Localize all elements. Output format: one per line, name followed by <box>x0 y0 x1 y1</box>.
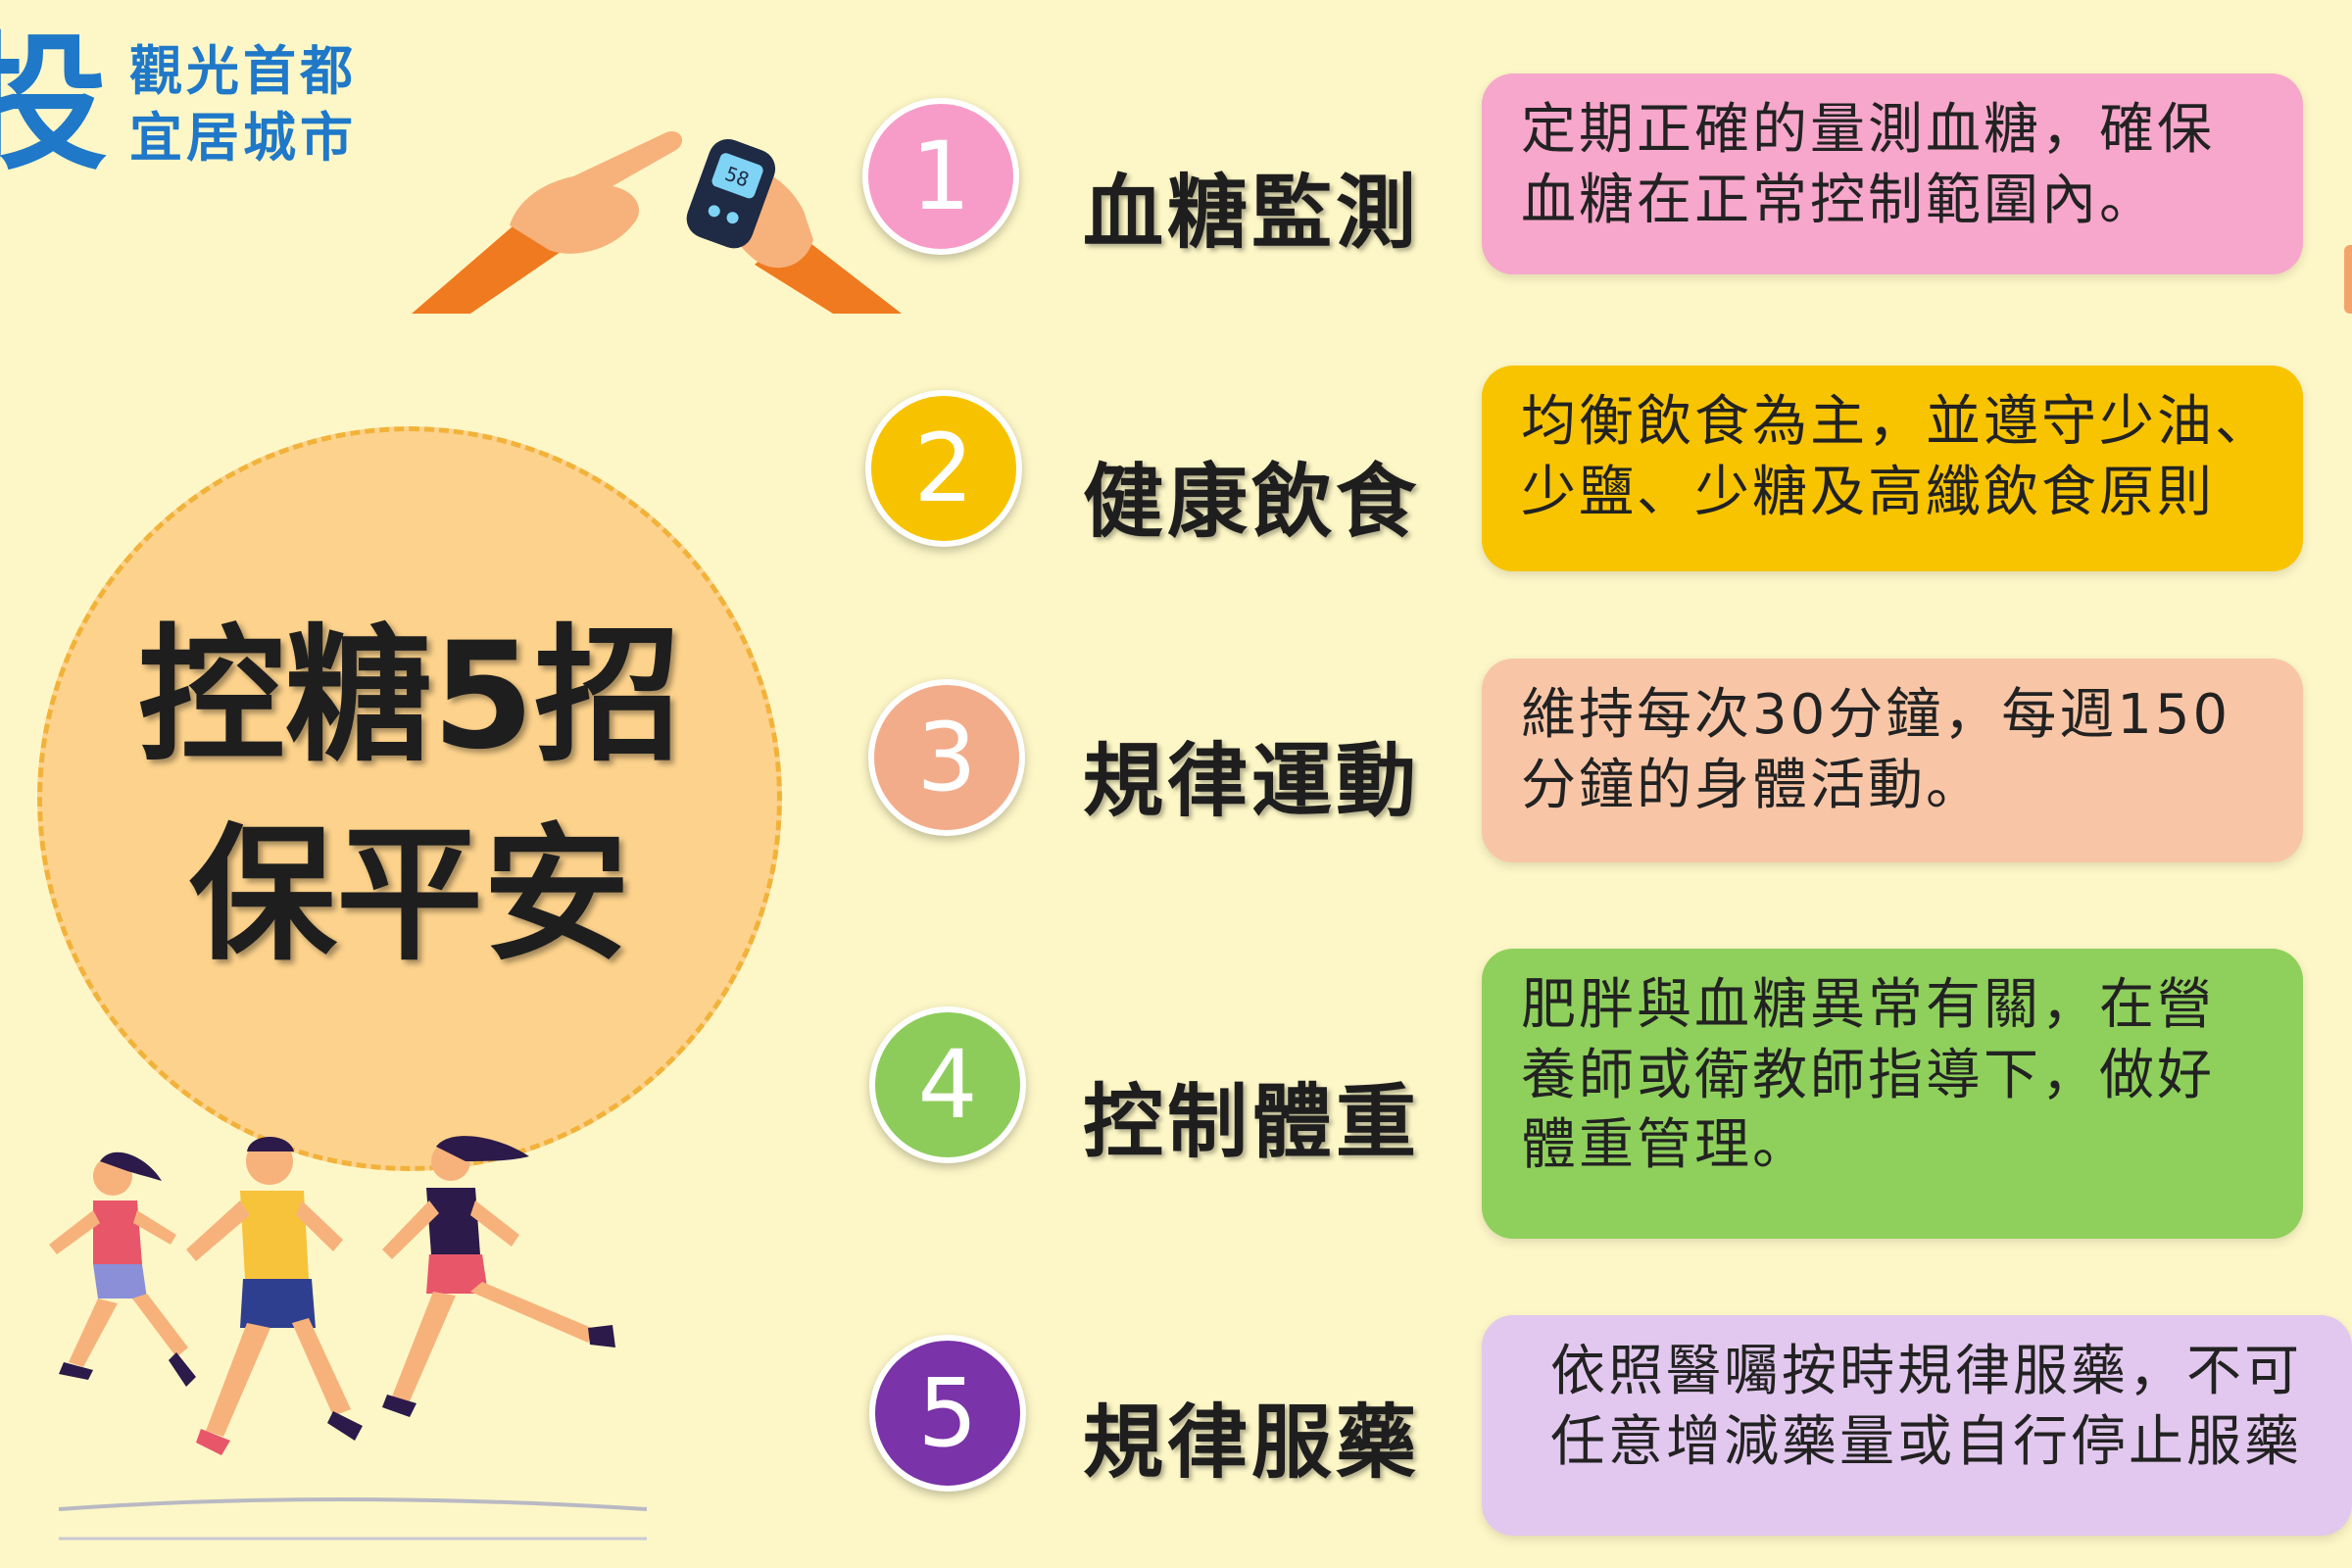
tip-2-label: 健康飲食 <box>1083 456 1421 549</box>
page-title: 控糖5招 保平安 <box>37 598 782 995</box>
tip-3-number: 3 <box>868 679 1025 836</box>
tip-1-number: 1 <box>862 98 1019 255</box>
tip-3-label: 規律運動 <box>1083 735 1421 828</box>
tip-4-number: 4 <box>869 1006 1026 1163</box>
edge-decoration <box>2344 245 2352 314</box>
tip-5-label: 規律服藥 <box>1083 1396 1421 1490</box>
tip-5-description: 依照醫囑按時規律服藥，不可 任意增減藥量或自行停止服藥 <box>1482 1315 2352 1536</box>
tip-4-line-1: 肥胖與血糖異常有關，在營 <box>1521 973 2215 1037</box>
tip-2-number: 2 <box>865 390 1022 547</box>
tip-1-line-1: 定期正確的量測血糖，確保 <box>1521 98 2215 162</box>
tip-2-line-2: 少鹽、少糖及高纖飲食原則 <box>1521 460 2215 524</box>
tip-2-description: 均衡飲食為主，並遵守少油、 少鹽、少糖及高纖飲食原則 <box>1482 366 2303 571</box>
logo-slogan-line-1: 觀光首都 <box>129 39 358 102</box>
tip-5-number: 5 <box>869 1335 1026 1492</box>
tip-2-line-1: 均衡飲食為主，並遵守少油、 <box>1521 390 2273 454</box>
page-title-line-2: 保平安 <box>188 809 630 981</box>
tip-3-description: 維持每次30分鐘，每週150 分鐘的身體活動。 <box>1482 659 2303 862</box>
tip-1-line-2: 血糖在正常控制範圍內。 <box>1521 168 2157 232</box>
page-title-line-1: 控糖5招 <box>137 612 682 782</box>
tip-5-line-1: 依照醫囑按時規律服藥，不可 <box>1550 1340 2302 1403</box>
tip-4-line-2: 養師或衛教師指導下，做好 <box>1521 1043 2215 1107</box>
title-circle <box>37 426 782 1171</box>
tip-5-line-2: 任意增減藥量或自行停止服藥 <box>1550 1409 2302 1474</box>
logo-slogan-line-2: 宜居城市 <box>129 107 358 169</box>
logo-slogan: 觀光首都 宜居城市 <box>129 39 358 169</box>
tip-1-description: 定期正確的量測血糖，確保 血糖在正常控制範圍內。 <box>1482 74 2303 274</box>
logo: 投 觀光首都 宜居城市 <box>0 31 357 178</box>
tip-4-line-3: 體重管理。 <box>1521 1113 1810 1178</box>
logo-mark: 投 <box>0 20 109 190</box>
tip-3-line-2: 分鐘的身體活動。 <box>1521 753 1984 817</box>
tip-4-description: 肥胖與血糖異常有關，在營 養師或衛教師指導下，做好 體重管理。 <box>1482 949 2303 1239</box>
tip-4-label: 控制體重 <box>1083 1076 1421 1169</box>
tip-1-label: 血糖監測 <box>1083 167 1421 260</box>
tip-3-line-1: 維持每次30分鐘，每週150 <box>1521 683 2231 747</box>
glucose-meter-illustration: 58 <box>412 131 902 314</box>
runners-illustration <box>49 1136 648 1541</box>
